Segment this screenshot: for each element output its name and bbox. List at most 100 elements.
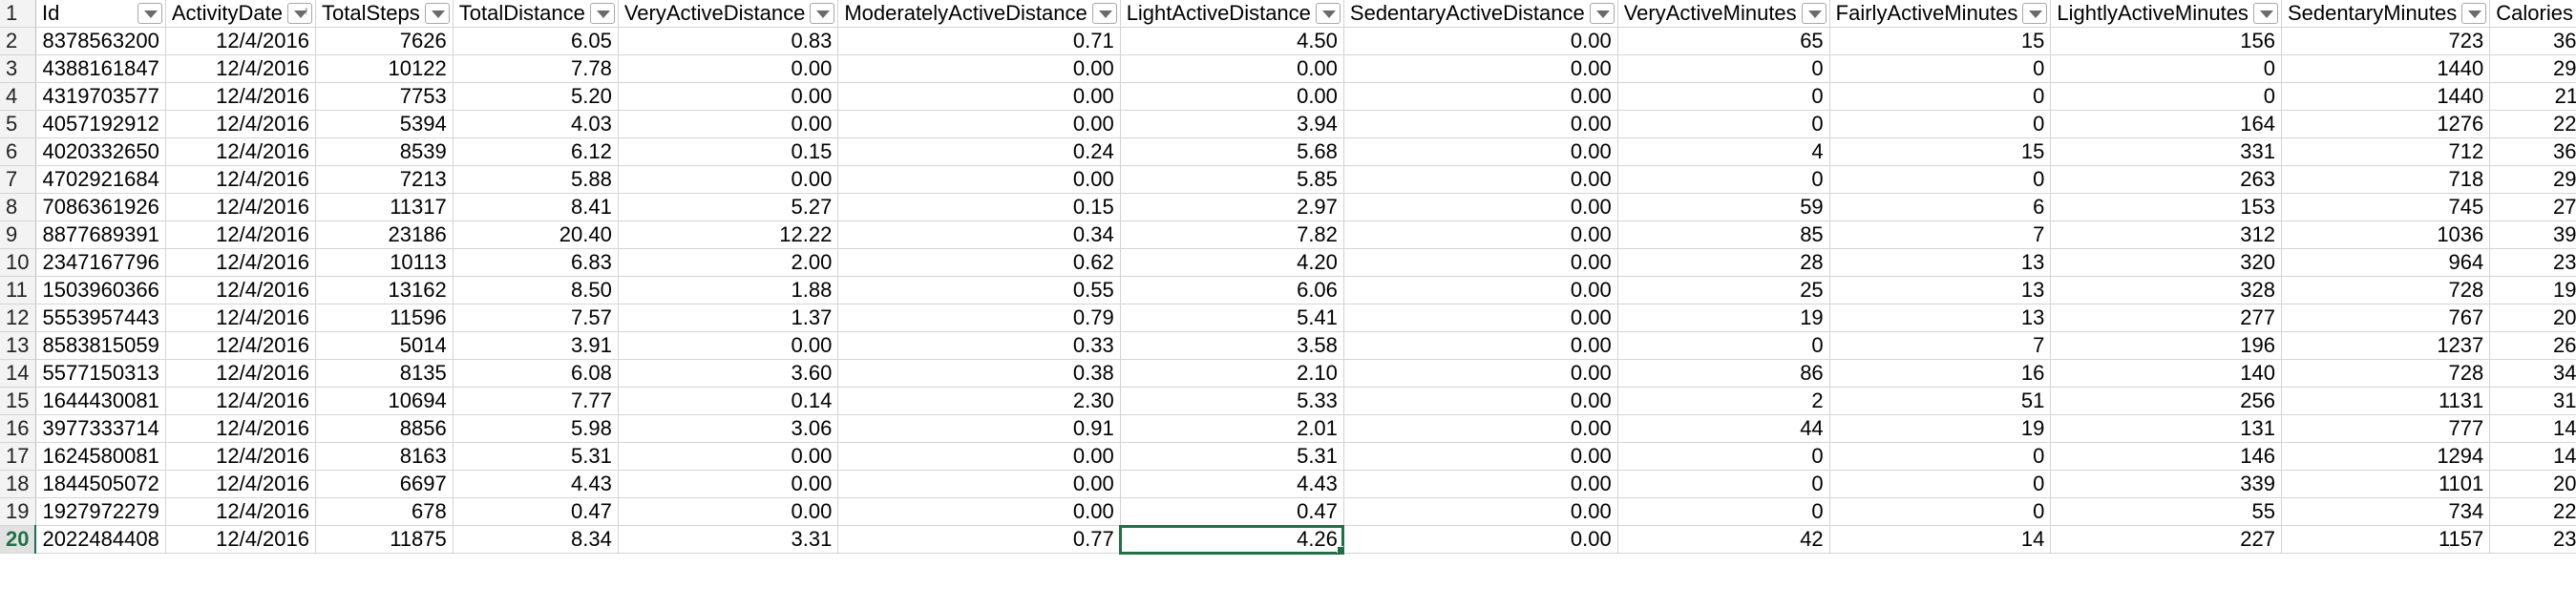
column-header-id[interactable]: Id xyxy=(35,0,166,29)
cell-very-active-minutes[interactable]: 0 xyxy=(1617,54,1830,84)
cell-moderately-active-distance[interactable]: 0.15 xyxy=(837,193,1121,222)
row-number-19[interactable]: 19 xyxy=(0,497,36,527)
cell-very-active-distance[interactable]: 2.00 xyxy=(618,248,839,278)
cell-very-active-distance[interactable]: 0.83 xyxy=(618,27,839,56)
cell-light-active-distance[interactable]: 5.31 xyxy=(1120,442,1344,472)
column-header-very-active-minutes[interactable]: VeryActiveMinutes xyxy=(1617,0,1830,29)
cell-total-distance[interactable]: 6.05 xyxy=(453,27,619,56)
cell-very-active-minutes[interactable]: 28 xyxy=(1617,248,1830,278)
cell-calories[interactable]: 2115 xyxy=(2489,82,2576,112)
cell-fairly-active-minutes[interactable]: 13 xyxy=(1829,304,2052,333)
cell-activity-date[interactable]: 12/4/2016 xyxy=(165,387,317,416)
cell-fairly-active-minutes[interactable]: 0 xyxy=(1829,497,2052,527)
column-header-moderately-active-distance[interactable]: ModeratelyActiveDistance xyxy=(837,0,1121,29)
cell-very-active-distance[interactable]: 0.00 xyxy=(618,165,839,195)
cell-light-active-distance[interactable]: 6.06 xyxy=(1120,276,1344,305)
row-number-16[interactable]: 16 xyxy=(0,414,36,444)
row-number-15[interactable]: 15 xyxy=(0,387,36,416)
filter-dropdown-button[interactable] xyxy=(1091,3,1117,24)
row-number-9[interactable]: 9 xyxy=(0,220,36,250)
cell-sedentary-minutes[interactable]: 1101 xyxy=(2281,470,2491,499)
cell-id[interactable]: 8378563200 xyxy=(35,27,166,56)
filter-dropdown-button[interactable]: ↑ xyxy=(287,3,312,24)
cell-sedentary-active-distance[interactable]: 0.00 xyxy=(1343,387,1618,416)
row-number-2[interactable]: 2 xyxy=(0,27,36,56)
cell-sedentary-minutes[interactable]: 712 xyxy=(2281,137,2491,167)
cell-light-active-distance[interactable]: 5.85 xyxy=(1120,165,1344,195)
cell-fairly-active-minutes[interactable]: 14 xyxy=(1829,525,2052,555)
cell-total-distance[interactable]: 5.31 xyxy=(453,442,619,472)
cell-very-active-distance[interactable]: 0.00 xyxy=(618,497,839,527)
cell-very-active-distance[interactable]: 0.15 xyxy=(618,137,839,167)
cell-very-active-minutes[interactable]: 2 xyxy=(1617,387,1830,416)
row-number-5[interactable]: 5 xyxy=(0,110,36,139)
cell-total-steps[interactable]: 10113 xyxy=(315,248,454,278)
cell-light-active-distance[interactable]: 5.33 xyxy=(1120,387,1344,416)
column-header-total-steps[interactable]: TotalSteps xyxy=(315,0,454,29)
cell-very-active-minutes[interactable]: 44 xyxy=(1617,414,1830,444)
cell-very-active-minutes[interactable]: 85 xyxy=(1617,220,1830,250)
cell-id[interactable]: 4057192912 xyxy=(35,110,166,139)
cell-id[interactable]: 8583815059 xyxy=(35,331,166,361)
cell-lightly-active-minutes[interactable]: 131 xyxy=(2050,414,2282,444)
cell-fairly-active-minutes[interactable]: 6 xyxy=(1829,193,2052,222)
cell-sedentary-active-distance[interactable]: 0.00 xyxy=(1343,110,1618,139)
cell-id[interactable]: 3977333714 xyxy=(35,414,166,444)
filter-dropdown-button[interactable] xyxy=(1315,3,1341,24)
cell-lightly-active-minutes[interactable]: 320 xyxy=(2050,248,2282,278)
cell-calories[interactable]: 3405 xyxy=(2489,359,2576,388)
cell-total-distance[interactable]: 7.78 xyxy=(453,54,619,84)
cell-fairly-active-minutes[interactable]: 19 xyxy=(1829,414,2052,444)
cell-light-active-distance[interactable]: 4.43 xyxy=(1120,470,1344,499)
cell-light-active-distance[interactable]: 2.97 xyxy=(1120,193,1344,222)
cell-very-active-distance[interactable]: 0.00 xyxy=(618,82,839,112)
cell-total-steps[interactable]: 5394 xyxy=(315,110,454,139)
cell-sedentary-active-distance[interactable]: 0.00 xyxy=(1343,165,1618,195)
cell-very-active-distance[interactable]: 0.00 xyxy=(618,110,839,139)
column-header-sedentary-minutes[interactable]: SedentaryMinutes xyxy=(2281,0,2491,29)
cell-very-active-distance[interactable]: 1.37 xyxy=(618,304,839,333)
cell-calories[interactable]: 2955 xyxy=(2489,54,2576,84)
cell-sedentary-active-distance[interactable]: 0.00 xyxy=(1343,414,1618,444)
cell-sedentary-active-distance[interactable]: 0.00 xyxy=(1343,497,1618,527)
cell-lightly-active-minutes[interactable]: 263 xyxy=(2050,165,2282,195)
cell-light-active-distance[interactable]: 3.58 xyxy=(1120,331,1344,361)
cell-sedentary-active-distance[interactable]: 0.00 xyxy=(1343,442,1618,472)
cell-total-distance[interactable]: 4.03 xyxy=(453,110,619,139)
cell-id[interactable]: 1503960366 xyxy=(35,276,166,305)
row-number-11[interactable]: 11 xyxy=(0,276,36,305)
cell-fairly-active-minutes[interactable]: 13 xyxy=(1829,276,2052,305)
cell-very-active-distance[interactable]: 0.14 xyxy=(618,387,839,416)
cell-fairly-active-minutes[interactable]: 0 xyxy=(1829,442,2052,472)
column-header-total-distance[interactable]: TotalDistance xyxy=(453,0,619,29)
cell-total-distance[interactable]: 6.08 xyxy=(453,359,619,388)
cell-fairly-active-minutes[interactable]: 0 xyxy=(1829,110,2052,139)
cell-total-steps[interactable]: 8856 xyxy=(315,414,454,444)
cell-sedentary-active-distance[interactable]: 0.00 xyxy=(1343,470,1618,499)
filter-dropdown-button[interactable] xyxy=(137,3,162,24)
cell-total-steps[interactable]: 8163 xyxy=(315,442,454,472)
row-number-8[interactable]: 8 xyxy=(0,193,36,222)
cell-sedentary-minutes[interactable]: 723 xyxy=(2281,27,2491,56)
cell-fairly-active-minutes[interactable]: 0 xyxy=(1829,82,2052,112)
cell-sedentary-active-distance[interactable]: 0.00 xyxy=(1343,276,1618,305)
cell-activity-date[interactable]: 12/4/2016 xyxy=(165,470,317,499)
filter-dropdown-button[interactable] xyxy=(424,3,450,24)
cell-id[interactable]: 4020332650 xyxy=(35,137,166,167)
cell-very-active-distance[interactable]: 5.27 xyxy=(618,193,839,222)
cell-total-steps[interactable]: 5014 xyxy=(315,331,454,361)
cell-calories[interactable]: 2026 xyxy=(2489,304,2576,333)
cell-moderately-active-distance[interactable]: 0.79 xyxy=(837,304,1121,333)
cell-fairly-active-minutes[interactable]: 51 xyxy=(1829,387,2052,416)
cell-total-distance[interactable]: 5.88 xyxy=(453,165,619,195)
cell-total-distance[interactable]: 5.20 xyxy=(453,82,619,112)
column-header-fairly-active-minutes[interactable]: FairlyActiveMinutes xyxy=(1829,0,2052,29)
cell-lightly-active-minutes[interactable]: 153 xyxy=(2050,193,2282,222)
cell-total-steps[interactable]: 7213 xyxy=(315,165,454,195)
cell-sedentary-active-distance[interactable]: 0.00 xyxy=(1343,359,1618,388)
cell-calories[interactable]: 2650 xyxy=(2489,331,2576,361)
cell-total-steps[interactable]: 10694 xyxy=(315,387,454,416)
cell-moderately-active-distance[interactable]: 0.33 xyxy=(837,331,1121,361)
cell-lightly-active-minutes[interactable]: 156 xyxy=(2050,27,2282,56)
